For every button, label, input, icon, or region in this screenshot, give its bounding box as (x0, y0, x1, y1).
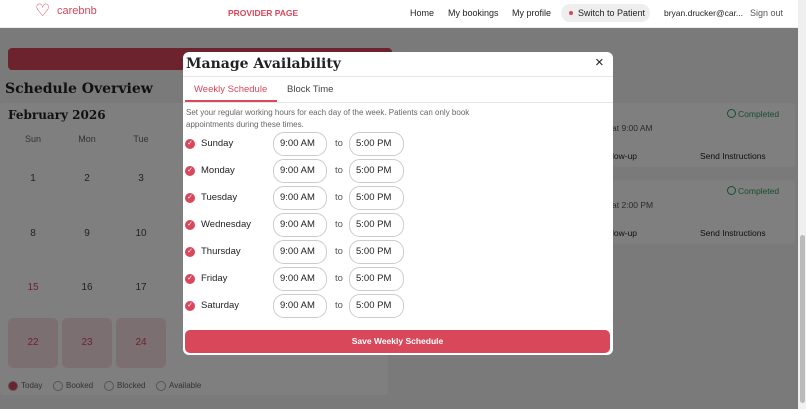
switch-label[interactable]: Switch to Patient (578, 8, 646, 18)
end: 5:00 PM (356, 165, 392, 176)
tab[interactable]: Block Time (287, 84, 334, 95)
logo[interactable]: ♡ (35, 1, 51, 20)
day: Friday (201, 273, 228, 284)
end-select[interactable] (349, 294, 404, 318)
nav-link[interactable]: My bookings (448, 8, 499, 18)
sep: to (335, 165, 343, 176)
user: bryan.drucker@car... (664, 8, 744, 18)
sep: to (335, 273, 343, 284)
start-select[interactable] (273, 213, 327, 237)
checkbox[interactable]: ✓ (185, 247, 195, 257)
save-btn[interactable]: Save Weekly Schedule (185, 330, 610, 353)
sep: to (335, 300, 343, 311)
description: Set your regular working hours for each … (186, 108, 470, 129)
checkbox[interactable]: ✓ (185, 301, 195, 311)
modal-title: Manage Availability (186, 56, 341, 72)
end: 5:00 PM (356, 300, 392, 311)
end-select[interactable] (349, 159, 404, 183)
checkbox[interactable]: ✓ (185, 166, 195, 176)
end-select[interactable] (349, 132, 404, 156)
tab-underline (185, 100, 277, 102)
start: 9:00 AM (280, 300, 315, 311)
divider (183, 102, 613, 103)
end: 5:00 PM (356, 192, 392, 203)
brand[interactable]: carebnb (57, 5, 97, 17)
start-select[interactable] (273, 267, 327, 291)
switch-dot (569, 11, 573, 15)
start-select[interactable] (273, 186, 327, 210)
start: 9:00 AM (280, 192, 315, 203)
checkbox[interactable]: ✓ (185, 274, 195, 284)
sep: to (335, 192, 343, 203)
nav-link[interactable]: My profile (512, 8, 552, 18)
start: 9:00 AM (280, 246, 315, 257)
scrollbar (798, 0, 806, 409)
end-select[interactable] (349, 186, 404, 210)
start-select[interactable] (273, 294, 327, 318)
scroll-thumb (800, 235, 805, 403)
sep: to (335, 138, 343, 149)
end: 5:00 PM (356, 138, 392, 149)
day: Wednesday (201, 219, 251, 230)
day: Monday (201, 165, 235, 176)
checkbox[interactable]: ✓ (185, 220, 195, 230)
sep: to (335, 219, 343, 230)
section: PROVIDER PAGE (228, 8, 299, 18)
day: Saturday (201, 300, 240, 311)
tab-active[interactable]: Weekly Schedule (194, 84, 268, 95)
start: 9:00 AM (280, 138, 315, 149)
sep: to (335, 246, 343, 257)
start-select[interactable] (273, 240, 327, 264)
day: Tuesday (201, 192, 238, 203)
day: Sunday (201, 138, 234, 149)
start: 9:00 AM (280, 273, 315, 284)
end-select[interactable] (349, 240, 404, 264)
divider (183, 76, 613, 77)
nav-link[interactable]: Home (410, 8, 435, 18)
modal: Manage Availability × Weekly Schedule Block… (183, 52, 613, 355)
navbar (0, 0, 798, 28)
start-select[interactable] (273, 159, 327, 183)
switch-btn[interactable] (561, 4, 650, 22)
signout[interactable]: Sign out (750, 8, 784, 18)
checkbox[interactable]: ✓ (185, 139, 195, 149)
start-select[interactable] (273, 132, 327, 156)
end: 5:00 PM (356, 246, 392, 257)
end-select[interactable] (349, 267, 404, 291)
checkbox[interactable]: ✓ (185, 193, 195, 203)
start: 9:00 AM (280, 219, 315, 230)
close[interactable]: × (595, 54, 604, 71)
start: 9:00 AM (280, 165, 315, 176)
end: 5:00 PM (356, 273, 392, 284)
end: 5:00 PM (356, 219, 392, 230)
day: Thursday (201, 246, 241, 257)
end-select[interactable] (349, 213, 404, 237)
